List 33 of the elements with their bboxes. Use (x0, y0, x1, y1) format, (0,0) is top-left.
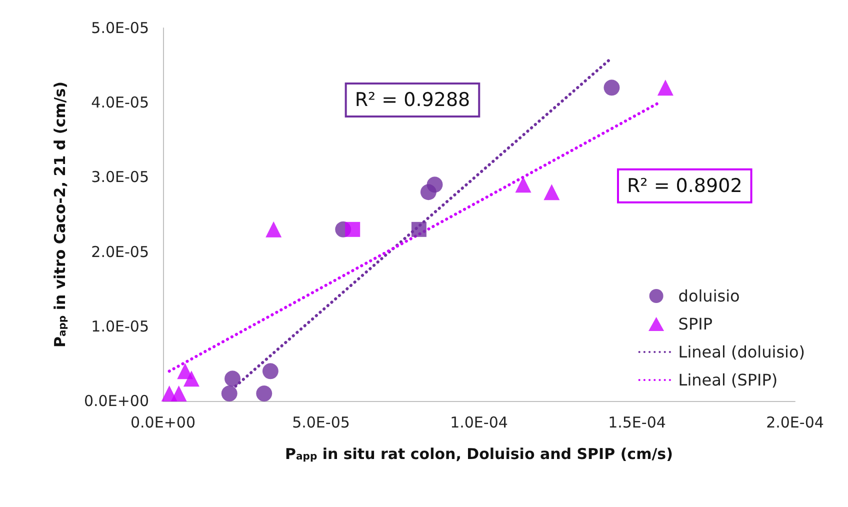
point (515, 176, 532, 193)
y-tick-label: 3.0E-05 (91, 168, 149, 186)
legend-label: doluisio (678, 286, 740, 306)
point (256, 386, 272, 402)
x-tick-label: 1.5E-04 (608, 414, 666, 432)
x-tick-label: 1.0E-04 (450, 414, 508, 432)
point (266, 221, 282, 238)
y-tick-label: 4.0E-05 (91, 94, 149, 112)
annotation: R² = 0.8902 (626, 174, 742, 197)
y-tick-label: 2.0E-05 (91, 242, 149, 261)
legend-label: Lineal (SPIP) (678, 370, 778, 390)
annotation: R² = 0.9288 (354, 88, 470, 111)
x-axis-title: Papp in situ rat colon, Doluisio and SPIP (cm/s) (285, 445, 673, 463)
y-axis-title: Papp in vitro Caco-2, 21 d (cm/s) (51, 82, 69, 348)
point (411, 222, 426, 237)
x-tick-label: 5.0E-05 (292, 414, 350, 432)
point (183, 370, 200, 387)
point (604, 80, 620, 96)
point (426, 176, 443, 193)
legend-label: SPIP (678, 314, 713, 334)
point (221, 386, 238, 402)
x-tick-label: 2.0E-04 (766, 414, 824, 432)
x-tick-label: 0.0E+00 (130, 414, 196, 432)
point (262, 363, 278, 380)
y-tick-label: 1.0E-05 (91, 317, 149, 336)
point (224, 370, 241, 387)
point (544, 184, 560, 200)
point (345, 222, 360, 237)
legend-label: Lineal (doluisio) (678, 342, 806, 362)
y-tick-label: 0.0E+00 (84, 392, 149, 410)
y-tick-label: 5.0E-05 (91, 19, 149, 37)
point (170, 386, 187, 402)
point (657, 80, 674, 96)
